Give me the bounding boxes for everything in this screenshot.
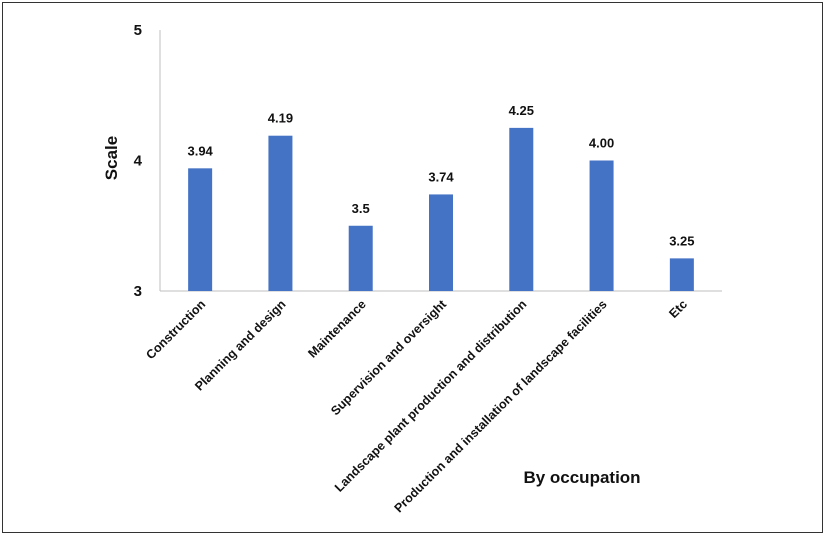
bars <box>188 127 694 291</box>
bar <box>348 225 373 291</box>
y-tick-label: 4 <box>134 153 143 170</box>
data-label: 3.5 <box>352 201 370 216</box>
category-label: Planning and design <box>192 297 288 393</box>
data-label: 4.19 <box>268 111 293 126</box>
category-label: Maintenance <box>305 297 368 360</box>
data-label: 4.25 <box>509 103 534 118</box>
data-labels: 3.94 4.19 3.5 3.74 4.25 4.00 3.25 <box>187 103 694 249</box>
bar <box>268 135 293 291</box>
data-label: 4.00 <box>589 136 614 151</box>
x-axis-title: By occupation <box>523 468 640 487</box>
data-label: 3.94 <box>187 143 213 158</box>
bar <box>188 168 213 291</box>
data-label: 3.74 <box>428 169 454 184</box>
data-label: 3.25 <box>669 233 694 248</box>
bar <box>669 258 694 291</box>
bar <box>509 127 534 291</box>
bar <box>429 194 453 291</box>
bar <box>589 160 614 291</box>
category-label: Construction <box>143 297 208 362</box>
y-axis-title: Scale <box>102 136 121 180</box>
y-axis-ticks: 3 4 5 <box>134 22 143 300</box>
y-tick-label: 5 <box>134 22 142 39</box>
y-tick-label: 3 <box>134 283 142 300</box>
category-label: Etc <box>666 297 690 321</box>
